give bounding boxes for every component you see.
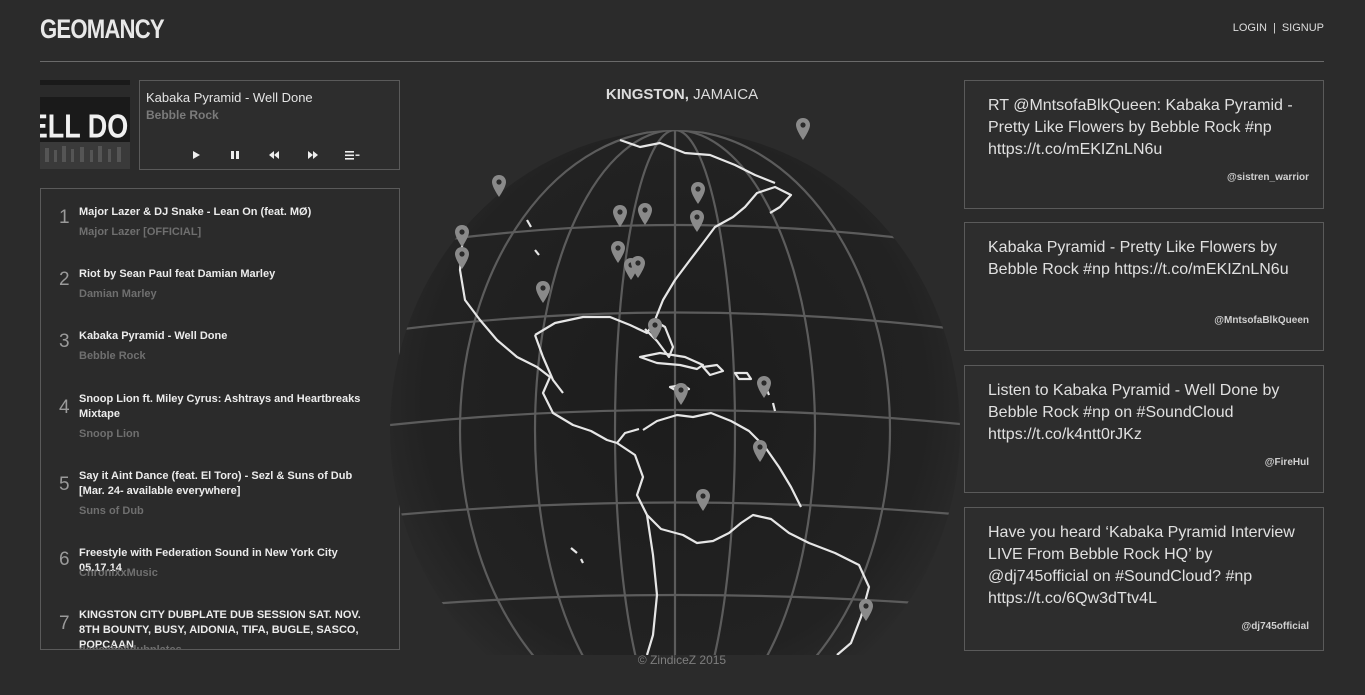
globe-graticule xyxy=(390,130,960,655)
location-city: KINGSTON, xyxy=(605,86,689,103)
logo[interactable]: GEOMANCY xyxy=(40,14,165,44)
track-title: Major Lazer & DJ Snake - Lean On (feat. … xyxy=(79,206,312,218)
track-artist: Bebble Rock xyxy=(79,350,146,362)
cover-title: WELL DONE xyxy=(40,108,130,146)
tweet-user[interactable]: @MntsofaBlkQueen xyxy=(1214,315,1309,326)
tweet-text: Kabaka Pyramid - Pretty Like Flowers by … xyxy=(988,239,1289,278)
location-country: JAMAICA xyxy=(693,86,759,103)
track-number: 6 xyxy=(59,549,70,570)
track-title: Freestyle with Federation Sound in New Y… xyxy=(79,547,338,574)
track-number: 1 xyxy=(59,207,70,228)
track-artist: Damian Marley xyxy=(79,288,157,300)
now-playing-title: Kabaka Pyramid - Well Done xyxy=(146,90,313,105)
playlist[interactable]: 1 Major Lazer & DJ Snake - Lean On (feat… xyxy=(40,188,400,650)
track-artist: dancehalldubplates xyxy=(79,644,182,650)
list-icon xyxy=(344,151,359,160)
player-controls xyxy=(176,147,371,163)
track-artist: Major Lazer [OFFICIAL] xyxy=(79,226,202,238)
tweet-text: Have you heard ‘Kabaka Pyramid Interview… xyxy=(988,524,1295,607)
track-number: 5 xyxy=(59,474,70,495)
tweet-user[interactable]: @FireHul xyxy=(1264,457,1309,468)
track-title: KINGSTON CITY DUBPLATE DUB SESSION SAT. … xyxy=(79,609,361,650)
tweet-user[interactable]: @sistren_warrior xyxy=(1226,172,1309,183)
tweet-card[interactable]: Have you heard ‘Kabaka Pyramid Interview… xyxy=(964,507,1324,651)
pause-button[interactable] xyxy=(215,147,254,163)
queue-menu-button[interactable] xyxy=(332,147,371,163)
track-number: 4 xyxy=(59,397,70,418)
track-number: 2 xyxy=(59,269,70,290)
play-button[interactable] xyxy=(176,147,215,163)
tweet-card[interactable]: Listen to Kabaka Pyramid - Well Done by … xyxy=(964,365,1324,493)
header-divider xyxy=(40,61,1324,62)
track-title: Say it Aint Dance (feat. El Toro) - Sezl… xyxy=(79,470,353,497)
track-number: 7 xyxy=(59,613,70,634)
tweet-text: Listen to Kabaka Pyramid - Well Done by … xyxy=(988,382,1280,443)
track-title: Snoop Lion ft. Miley Cyrus: Ashtrays and… xyxy=(79,393,361,420)
next-button[interactable] xyxy=(293,147,332,163)
player-panel: Kabaka Pyramid - Well Done Bebble Rock xyxy=(139,80,400,170)
play-icon xyxy=(192,151,200,159)
tweet-user[interactable]: @dj745official xyxy=(1241,621,1309,632)
track-number: 3 xyxy=(59,331,70,352)
pause-icon xyxy=(230,151,239,159)
globe-map[interactable] xyxy=(385,95,975,655)
fast-forward-icon xyxy=(307,151,318,159)
track-title: Kabaka Pyramid - Well Done xyxy=(79,330,228,342)
map-pin[interactable] xyxy=(796,118,810,140)
login-link[interactable]: LOGIN xyxy=(1232,22,1267,34)
footer-copyright: © ZindiceZ 2015 xyxy=(637,653,727,667)
tweet-card[interactable]: RT @MntsofaBlkQueen: Kabaka Pyramid - Pr… xyxy=(964,80,1324,209)
rewind-icon xyxy=(268,151,279,159)
track-artist: Suns of Dub xyxy=(79,505,144,517)
auth-links: LOGIN | SIGNUP xyxy=(1233,22,1324,34)
album-cover: WELL DONE xyxy=(40,80,130,169)
track-title: Riot by Sean Paul feat Damian Marley xyxy=(79,268,276,280)
tweet-text: RT @MntsofaBlkQueen: Kabaka Pyramid - Pr… xyxy=(988,97,1293,158)
track-artist: ChronixxMusic xyxy=(79,567,158,579)
auth-separator: | xyxy=(1272,22,1276,34)
signup-link[interactable]: SIGNUP xyxy=(1281,22,1324,34)
previous-button[interactable] xyxy=(254,147,293,163)
now-playing-artist[interactable]: Bebble Rock xyxy=(146,108,219,122)
tweet-card[interactable]: Kabaka Pyramid - Pretty Like Flowers by … xyxy=(964,222,1324,351)
location-label: KINGSTON, JAMAICA xyxy=(540,86,824,103)
track-artist: Snoop Lion xyxy=(79,428,140,440)
album-cover-art: WELL DONE xyxy=(40,80,130,169)
